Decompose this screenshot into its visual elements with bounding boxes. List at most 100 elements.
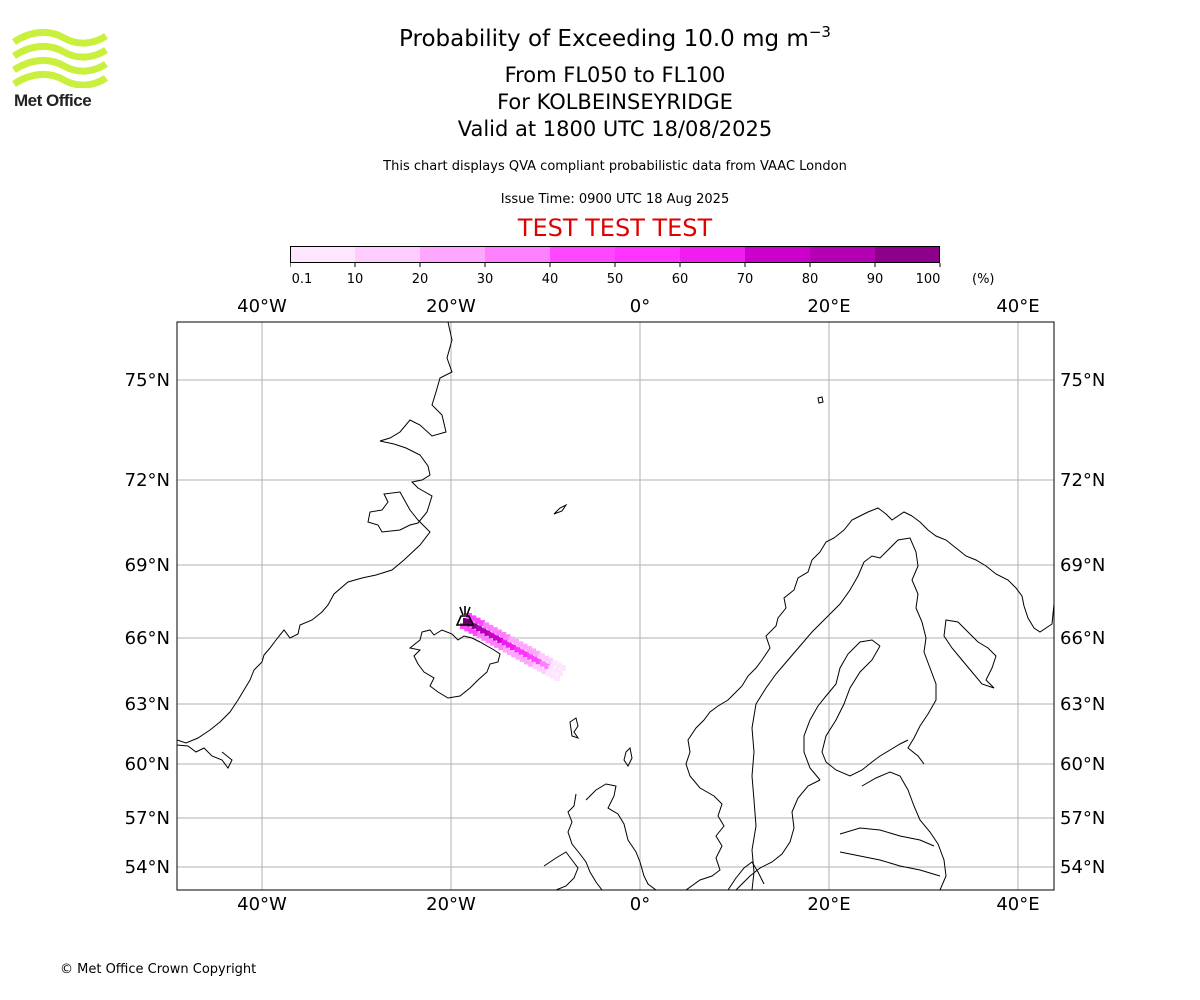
plume-cell — [551, 660, 558, 667]
copyright-notice: © Met Office Crown Copyright — [60, 962, 257, 977]
plume-cell — [470, 615, 477, 622]
plume-cell — [475, 625, 482, 632]
colorbar-outline — [290, 246, 940, 263]
shetland-coast — [623, 746, 633, 767]
colorbar-segment — [355, 246, 420, 263]
colorbar-segment — [485, 246, 550, 263]
britain-west-coast — [567, 793, 603, 890]
denmark-coast — [727, 861, 765, 890]
lon-label-top: 0° — [630, 296, 650, 317]
colorbar-segment — [875, 246, 940, 263]
colorbar-segment — [290, 246, 355, 263]
greenland-south-tip — [177, 744, 233, 769]
plume-cell — [535, 658, 542, 665]
plume-cell — [555, 662, 562, 669]
lat-label-left: 66°N — [125, 628, 170, 649]
chart-title-exponent: −3 — [808, 23, 831, 41]
baltic-border-2 — [839, 851, 941, 877]
colorbar-tick-label: 90 — [867, 272, 884, 287]
axis-labels: 40°W 40°W 20°W 20°W 0° 0° 20°E 20°E 40°E 40°E 75°N… — [125, 296, 1106, 915]
lon-label-top: 20°E — [807, 296, 850, 317]
test-banner: TEST TEST TEST — [517, 214, 713, 242]
colorbar-tick-label: 40 — [542, 272, 559, 287]
colorbar-segment — [550, 246, 615, 263]
plume-cell — [524, 658, 531, 665]
lat-label-left: 57°N — [125, 808, 170, 829]
baltic-states-coast — [861, 771, 947, 890]
plume-cell — [471, 622, 478, 629]
lon-label-bottom: 20°W — [426, 894, 476, 915]
ash-plume — [460, 613, 566, 681]
logo-wave — [12, 57, 108, 75]
plume-cell — [487, 624, 494, 631]
plume-cell — [507, 649, 513, 655]
lon-label-bottom: 20°E — [807, 894, 850, 915]
plume-cell — [463, 619, 471, 625]
lon-label-top: 40°W — [237, 296, 287, 317]
lon-label-bottom: 40°W — [237, 894, 287, 915]
bear-island-coast — [817, 396, 824, 404]
plume-cell — [489, 639, 496, 646]
plume-cell — [548, 665, 555, 672]
chart-title-text: Probability of Exceeding 10.0 mg m — [399, 26, 809, 52]
plume-cell — [534, 650, 541, 657]
plume-cell — [513, 639, 519, 645]
gulf-of-bothnia-coast — [821, 645, 909, 777]
plume-cell — [460, 623, 466, 629]
colorbar-tick-label: 50 — [607, 272, 624, 287]
plume-cell — [478, 620, 485, 627]
bothnia-west-coast — [803, 639, 881, 781]
chart-title: Probability of Exceeding 10.0 mg m−3 — [0, 23, 1200, 52]
plume-cell — [530, 648, 537, 655]
lon-label-bottom: 40°E — [996, 894, 1039, 915]
norway-coast — [685, 507, 913, 890]
plume-cell — [532, 663, 539, 670]
lat-label-right: 75°N — [1060, 370, 1105, 391]
colorbar-unit: (%) — [972, 272, 995, 287]
plume-cell — [505, 641, 512, 648]
plume-cell — [498, 644, 505, 651]
white-sea-coast — [943, 619, 997, 689]
plume-cell — [494, 641, 501, 648]
flight-level-range: From FL050 to FL100 — [504, 63, 726, 87]
met-office-waves-icon — [12, 29, 108, 89]
plume-cell — [504, 634, 511, 641]
chart-description: This chart displays QVA compliant probab… — [383, 159, 847, 174]
faroe-islands-coast — [569, 717, 580, 739]
plume-cell — [480, 627, 487, 634]
lon-label-top: 20°W — [426, 296, 476, 317]
colorbar-segment — [745, 246, 810, 263]
plume-cell — [474, 617, 481, 624]
plume-cell — [527, 653, 534, 660]
plume-cell — [508, 636, 515, 643]
plume-cell — [495, 629, 502, 636]
logo-wave — [12, 29, 108, 47]
lat-label-right: 72°N — [1060, 470, 1105, 491]
lat-label-right: 69°N — [1060, 555, 1105, 576]
plume-cell — [528, 660, 535, 667]
jan-mayen-coast — [553, 503, 568, 515]
gridlines — [177, 322, 1054, 890]
lat-label-right: 66°N — [1060, 628, 1105, 649]
plume-cell — [557, 670, 563, 676]
colorbar-tick-label: 80 — [802, 272, 819, 287]
plume-cell — [483, 622, 490, 629]
norway-north-coast — [911, 515, 1054, 633]
logo-wave — [12, 71, 108, 89]
issue-time: Issue Time: 0900 UTC 18 Aug 2025 — [500, 192, 730, 207]
volcano-icon — [455, 606, 475, 626]
plume-cell — [560, 665, 566, 671]
plume-cell — [511, 651, 518, 658]
plume-cell — [485, 637, 492, 644]
lon-label-top: 40°E — [996, 296, 1039, 317]
volcano-eruption-lines — [459, 606, 471, 616]
lat-label-left: 54°N — [125, 857, 170, 878]
plume-cell — [541, 667, 548, 674]
plume-cell — [545, 670, 552, 677]
lat-label-left: 75°N — [125, 370, 170, 391]
plume-cell — [514, 646, 521, 653]
plume-cell — [518, 648, 525, 655]
norway-sweden-border — [751, 561, 865, 890]
plume-cell — [525, 646, 532, 653]
plume-cell — [531, 655, 538, 662]
